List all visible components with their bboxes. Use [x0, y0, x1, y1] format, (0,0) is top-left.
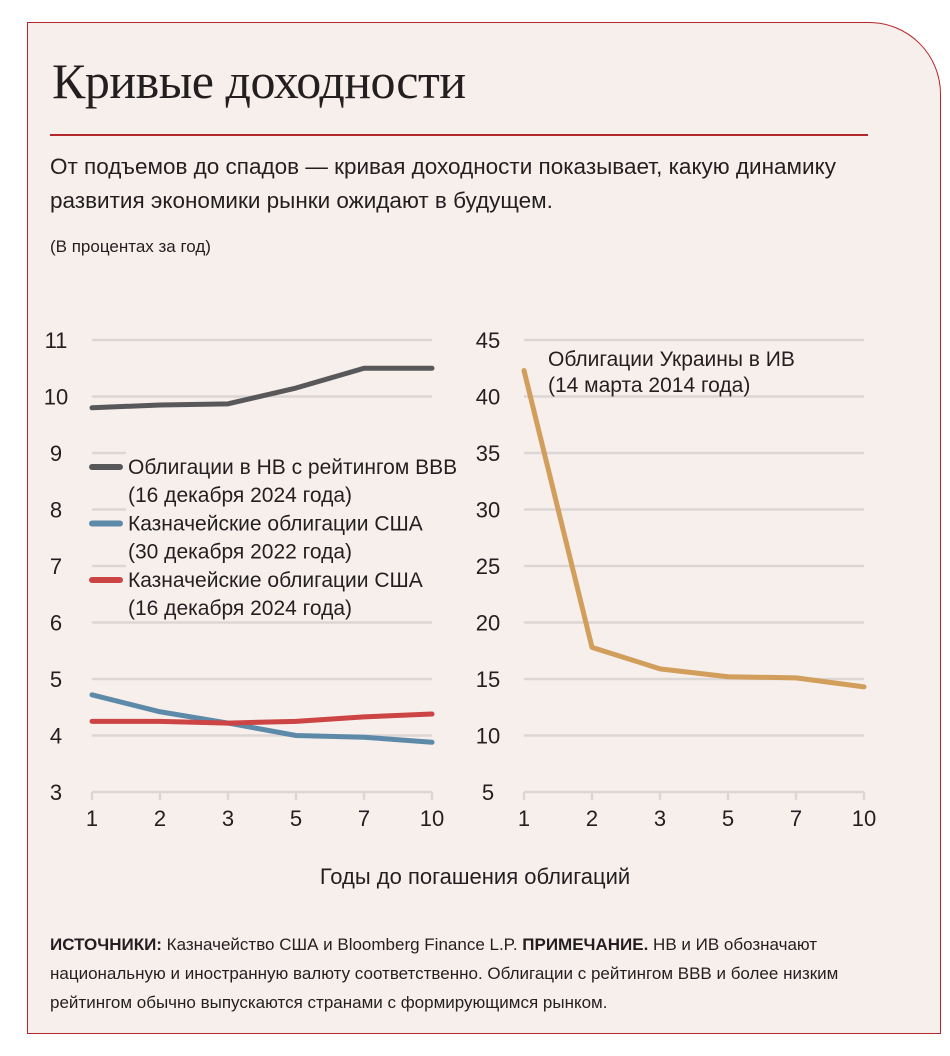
- legend-label-date: (16 декабря 2024 года): [128, 484, 352, 507]
- legend-label-date: (16 декабря 2024 года): [128, 597, 352, 620]
- subtitle: От подъемов до спадов — кривая доходност…: [50, 154, 836, 213]
- legend-label: Облигации в НВ с рейтингом BBB: [128, 456, 457, 479]
- x-tick-label: 7: [358, 806, 370, 831]
- x-tick-label: 7: [790, 806, 802, 831]
- y-tick-label: 40: [476, 385, 500, 410]
- chart-card: [27, 22, 941, 1034]
- footnote: ИСТОЧНИКИ: Казначейство США и Bloomberg …: [50, 930, 900, 1017]
- y-tick-label: 10: [476, 724, 500, 749]
- y-tick-label: 9: [50, 441, 62, 466]
- y-tick-label: 35: [476, 441, 500, 466]
- x-tick-label: 3: [222, 806, 234, 831]
- legend-label-date: (30 декабря 2022 года): [128, 541, 352, 564]
- y-tick-label: 10: [44, 385, 68, 410]
- y-tick-label: 30: [476, 498, 500, 523]
- series-line: [89, 692, 435, 745]
- unit-label: (В процентах за год): [50, 237, 211, 256]
- x-tick-label: 1: [518, 806, 530, 831]
- y-tick-label: 45: [476, 328, 500, 353]
- sources-text: Казначейство США и Bloomberg Finance L.P…: [161, 935, 523, 954]
- x-tick-label: 10: [420, 806, 444, 831]
- series-label-date: (14 марта 2014 года): [548, 374, 750, 397]
- sources-label: ИСТОЧНИКИ:: [50, 935, 162, 954]
- y-tick-label: 8: [50, 498, 62, 523]
- title-divider: [50, 134, 868, 136]
- x-tick-label: 2: [154, 806, 166, 831]
- y-tick-label: 11: [45, 328, 68, 353]
- x-tick-label: 5: [290, 806, 302, 831]
- note-label: ПРИМЕЧАНИЕ.: [522, 935, 649, 954]
- x-tick-label: 1: [86, 806, 98, 831]
- series-label: Облигации Украины в ИВ: [548, 348, 795, 371]
- x-tick-label: 3: [654, 806, 666, 831]
- y-tick-label: 25: [476, 554, 500, 579]
- legend-label: Казначейские облигации США: [128, 513, 423, 536]
- series-line: [89, 365, 435, 411]
- legend-label: Казначейские облигации США: [128, 569, 423, 592]
- series-line: [521, 368, 867, 690]
- y-tick-label: 20: [476, 611, 500, 636]
- series-line: [89, 711, 435, 726]
- x-axis-label: Годы до погашения облигаций: [319, 864, 631, 889]
- x-tick-label: 5: [722, 806, 734, 831]
- y-tick-label: 15: [476, 667, 500, 692]
- y-tick-label: 7: [50, 554, 62, 579]
- y-tick-label: 5: [50, 667, 62, 692]
- x-tick-label: 10: [852, 806, 876, 831]
- y-tick-label: 6: [50, 611, 62, 636]
- y-tick-label: 3: [50, 780, 62, 805]
- note-text: НВ и ИВ обозначают национальную и иностр…: [50, 935, 839, 1012]
- y-tick-label: 5: [482, 780, 494, 805]
- page-title: Кривые доходности: [52, 53, 466, 109]
- y-tick-label: 4: [50, 724, 62, 749]
- x-tick-label: 2: [586, 806, 598, 831]
